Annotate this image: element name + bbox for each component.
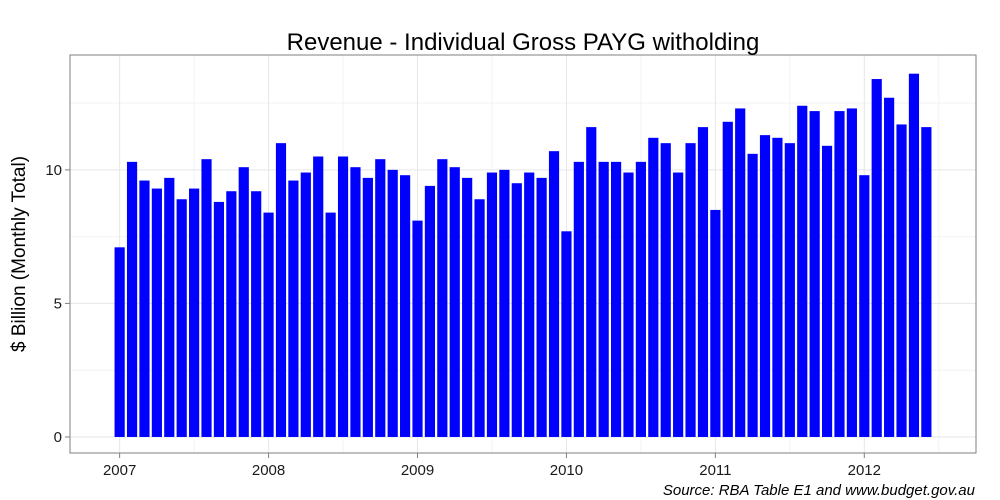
bar: [846, 108, 857, 437]
bar: [797, 105, 808, 437]
bar: [288, 180, 299, 437]
bar: [313, 156, 324, 437]
bar: [462, 177, 473, 437]
bar: [511, 183, 522, 437]
bar: [213, 201, 225, 437]
bar: [486, 172, 498, 437]
bar: [809, 111, 820, 437]
bar: [387, 169, 398, 437]
bar: [499, 169, 510, 437]
bar: [362, 177, 373, 437]
bar: [784, 143, 795, 437]
bar: [884, 97, 895, 437]
bar: [586, 127, 597, 437]
source-note: Source: RBA Table E1 and www.budget.gov.…: [663, 482, 976, 499]
bar: [400, 175, 411, 437]
bar: [474, 199, 485, 437]
bar: [673, 172, 684, 437]
bar: [859, 175, 870, 437]
bar: [449, 167, 460, 437]
bar: [201, 159, 212, 437]
y-tick-label: 0: [54, 429, 62, 446]
bar: [325, 212, 336, 437]
chart-title: Revenue - Individual Gross PAYG witholdi…: [287, 29, 760, 56]
bar: [524, 172, 535, 437]
bar: [772, 137, 783, 437]
bar: [238, 167, 249, 437]
bar: [722, 121, 733, 437]
bar: [710, 209, 721, 437]
bars: [114, 73, 932, 437]
x-tick-label: 2009: [401, 462, 434, 479]
bar: [685, 143, 696, 437]
bar: [251, 191, 262, 437]
bar: [623, 172, 634, 437]
bar: [821, 145, 833, 437]
bar: [610, 161, 622, 437]
bar: [226, 191, 237, 437]
bar: [412, 220, 423, 437]
bar: [660, 143, 671, 437]
bar: [350, 167, 361, 437]
bar: [437, 159, 448, 437]
x-axis: 2007 2008 2009 2010 2011 2012: [103, 453, 881, 479]
bar: [561, 231, 572, 437]
bar: [300, 172, 311, 437]
y-axis-label: $ Billion (Monthly Total): [9, 156, 30, 352]
bar: [189, 188, 200, 437]
bar: [921, 127, 932, 437]
bar: [263, 212, 274, 437]
x-tick-label: 2007: [103, 462, 136, 479]
bar: [176, 199, 187, 437]
x-tick-label: 2008: [252, 462, 285, 479]
bar: [114, 247, 125, 437]
bar: [139, 180, 150, 437]
bar: [573, 161, 584, 437]
y-tick-label: 10: [45, 162, 62, 179]
bar: [164, 177, 175, 437]
bar: [275, 143, 287, 437]
bar: [896, 124, 907, 437]
bar: [424, 185, 436, 437]
bar: [697, 127, 709, 437]
bar: [747, 153, 758, 437]
x-tick-label: 2012: [848, 462, 881, 479]
bar: [337, 156, 349, 437]
bar: [834, 111, 845, 437]
bar: [759, 135, 771, 437]
bar: [375, 159, 386, 437]
bar: [598, 161, 609, 437]
x-tick-label: 2010: [550, 462, 583, 479]
bar: [648, 137, 659, 437]
bar: [735, 108, 746, 437]
x-tick-label: 2011: [699, 462, 731, 479]
bar: [126, 161, 138, 437]
bar: [151, 188, 162, 437]
y-tick-label: 5: [54, 295, 62, 312]
plot-border: [69, 54, 977, 454]
bar: [548, 151, 560, 437]
y-axis: 0 5 10: [45, 162, 70, 446]
bar: [871, 79, 882, 437]
bar: [635, 161, 646, 437]
bar: [536, 177, 547, 437]
bar: [908, 73, 920, 437]
